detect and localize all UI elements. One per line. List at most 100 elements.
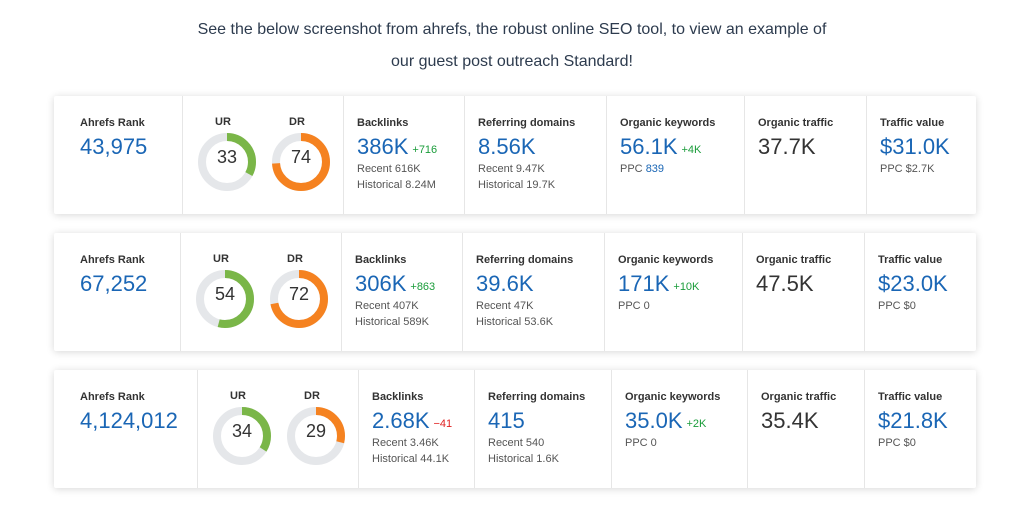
referring-domains-label: Referring domains xyxy=(476,254,574,266)
dr-ring-fill xyxy=(272,133,330,191)
referring-domains-value[interactable]: 415 xyxy=(488,408,525,433)
traffic-value-label: Traffic value xyxy=(878,254,943,266)
traffic-value-section: Traffic value $21.8K PPC $0 xyxy=(864,370,976,488)
ur-ring-fill xyxy=(198,133,256,191)
rating-section: UR 33 DR 74 xyxy=(182,96,343,214)
backlinks-section: Backlinks 386K +716 Recent 616K Historica… xyxy=(343,96,464,214)
organic-keywords-value-row: 171K +10K xyxy=(618,271,699,300)
referring-domains-historical: Historical 1.6K xyxy=(488,453,559,465)
traffic-value-value[interactable]: $23.0K xyxy=(878,271,948,296)
dr-value: 29 xyxy=(305,421,327,441)
backlinks-label: Backlinks xyxy=(355,254,407,266)
metrics-card: Ahrefs Rank 43,975 UR 33 DR 74 Backlinks… xyxy=(54,96,976,214)
backlinks-recent: Recent 407K xyxy=(355,300,419,312)
ur-ring-fill xyxy=(196,270,254,328)
dr-ring-fill xyxy=(270,270,328,328)
ur-ring xyxy=(196,270,254,328)
ppc-row: PPC 0 xyxy=(625,437,657,449)
referring-domains-section: Referring domains 39.6K Recent 47K Histo… xyxy=(462,233,604,351)
ahrefs-rank-value[interactable]: 67,252 xyxy=(80,271,148,296)
intro-line-1: See the below screenshot from ahrefs, th… xyxy=(197,21,827,38)
traffic-value-section: Traffic value $23.0K PPC $0 xyxy=(864,233,976,351)
backlinks-section: Backlinks 2.68K −41 Recent 3.46K Historic… xyxy=(358,370,474,488)
organic-keywords-delta: +4K xyxy=(681,144,702,156)
organic-traffic-value: 35.4K xyxy=(761,408,819,433)
traffic-value-value[interactable]: $21.8K xyxy=(878,408,948,433)
ppc-value[interactable]: 839 xyxy=(645,163,665,175)
ur-ring xyxy=(198,133,256,191)
metrics-card: Ahrefs Rank 4,124,012 UR 34 DR 29 Backli… xyxy=(54,370,976,488)
ur-ring xyxy=(213,407,271,465)
referring-domains-label: Referring domains xyxy=(488,391,586,403)
organic-traffic-value: 37.7K xyxy=(758,134,816,159)
ahrefs-rank-section: Ahrefs Rank 67,252 xyxy=(54,233,180,351)
dr-ring-fill xyxy=(287,407,345,465)
dr-ring xyxy=(287,407,345,465)
organic-keywords-value[interactable]: 56.1K xyxy=(620,134,678,159)
organic-traffic-section: Organic traffic 47.5K xyxy=(742,233,864,351)
dr-label: DR xyxy=(304,390,320,402)
backlinks-label: Backlinks xyxy=(357,117,409,129)
ppc-label: PPC xyxy=(620,163,643,175)
backlinks-value[interactable]: 386K xyxy=(357,134,409,159)
backlinks-label: Backlinks xyxy=(372,391,424,403)
organic-keywords-delta: +10K xyxy=(673,281,700,293)
ppc-row: PPC 0 xyxy=(618,300,650,312)
organic-keywords-section: Organic keywords 35.0K +2K PPC 0 xyxy=(611,370,747,488)
organic-keywords-label: Organic keywords xyxy=(618,254,714,266)
ahrefs-rank-label: Ahrefs Rank xyxy=(80,391,145,403)
ur-ring-fill xyxy=(213,407,271,465)
dr-ring xyxy=(272,133,330,191)
backlinks-recent: Recent 616K xyxy=(357,163,421,175)
organic-traffic-label: Organic traffic xyxy=(761,391,837,403)
referring-domains-historical: Historical 53.6K xyxy=(476,316,554,328)
organic-keywords-label: Organic keywords xyxy=(620,117,716,129)
traffic-value-value[interactable]: $31.0K xyxy=(880,134,950,159)
dr-value: 72 xyxy=(288,284,310,304)
backlinks-value[interactable]: 306K xyxy=(355,271,407,296)
referring-domains-value[interactable]: 39.6K xyxy=(476,271,534,296)
dr-value: 74 xyxy=(290,147,312,167)
backlinks-value[interactable]: 2.68K xyxy=(372,408,430,433)
dr-label: DR xyxy=(287,253,303,265)
rating-section: UR 34 DR 29 xyxy=(197,370,358,488)
organic-traffic-section: Organic traffic 37.7K xyxy=(744,96,866,214)
organic-keywords-value[interactable]: 171K xyxy=(618,271,670,296)
metrics-card: Ahrefs Rank 67,252 UR 54 DR 72 Backlinks… xyxy=(54,233,976,351)
organic-keywords-value[interactable]: 35.0K xyxy=(625,408,683,433)
backlinks-value-row: 2.68K −41 xyxy=(372,408,452,437)
organic-traffic-value: 47.5K xyxy=(756,271,814,296)
traffic-value-label: Traffic value xyxy=(880,117,945,129)
dr-label: DR xyxy=(289,116,305,128)
referring-domains-recent: Recent 47K xyxy=(476,300,534,312)
ppc-label: PPC 0 xyxy=(618,300,650,312)
ur-value: 34 xyxy=(231,421,253,441)
traffic-value-label: Traffic value xyxy=(878,391,943,403)
referring-domains-section: Referring domains 8.56K Recent 9.47K His… xyxy=(464,96,606,214)
referring-domains-recent: Recent 540 xyxy=(488,437,545,449)
organic-keywords-delta: +2K xyxy=(686,418,707,430)
dr-ring xyxy=(270,270,328,328)
ur-label: UR xyxy=(215,116,231,128)
ahrefs-rank-value[interactable]: 4,124,012 xyxy=(80,408,178,433)
traffic-value-ppc: PPC $2.7K xyxy=(880,163,935,175)
ur-value: 33 xyxy=(216,147,238,167)
traffic-value-ppc: PPC $0 xyxy=(878,300,916,312)
referring-domains-historical: Historical 19.7K xyxy=(478,179,556,191)
backlinks-delta: −41 xyxy=(433,418,453,430)
ur-label: UR xyxy=(213,253,229,265)
backlinks-delta: +863 xyxy=(410,281,436,293)
ahrefs-rank-value[interactable]: 43,975 xyxy=(80,134,148,159)
ppc-row: PPC 839 xyxy=(620,163,664,175)
referring-domains-value[interactable]: 8.56K xyxy=(478,134,536,159)
organic-keywords-section: Organic keywords 171K +10K PPC 0 xyxy=(604,233,742,351)
ur-value: 54 xyxy=(214,284,236,304)
ppc-label: PPC 0 xyxy=(625,437,657,449)
intro-text: See the below screenshot from ahrefs, th… xyxy=(0,14,1024,78)
organic-keywords-value-row: 35.0K +2K xyxy=(625,408,706,437)
referring-domains-section: Referring domains 415 Recent 540 Histori… xyxy=(474,370,611,488)
organic-traffic-section: Organic traffic 35.4K xyxy=(747,370,864,488)
backlinks-section: Backlinks 306K +863 Recent 407K Historica… xyxy=(341,233,462,351)
organic-keywords-section: Organic keywords 56.1K +4K PPC 839 xyxy=(606,96,744,214)
traffic-value-section: Traffic value $31.0K PPC $2.7K xyxy=(866,96,976,214)
